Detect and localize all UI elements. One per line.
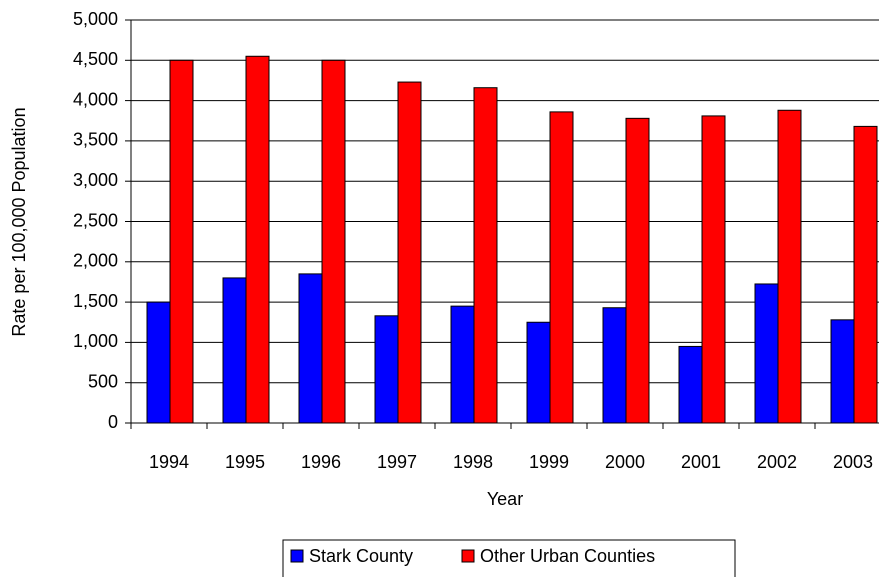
bar: [701, 115, 726, 424]
y-tick-label: 3,000: [73, 170, 118, 190]
bar: [754, 283, 779, 424]
bar: [146, 301, 171, 424]
bar: [450, 305, 475, 424]
legend-swatch: [461, 549, 475, 563]
bar: [777, 109, 802, 424]
bar: [169, 59, 194, 424]
x-tick-label: 1997: [377, 452, 417, 472]
y-tick-label: 3,500: [73, 130, 118, 150]
y-tick-label: 4,500: [73, 49, 118, 69]
x-tick-label: 1995: [225, 452, 265, 472]
y-axis-label: Rate per 100,000 Population: [9, 107, 29, 336]
bar: [526, 321, 551, 424]
bar: [625, 117, 650, 424]
x-tick-label: 1999: [529, 452, 569, 472]
y-tick-label: 1,500: [73, 291, 118, 311]
x-tick-label: 2002: [757, 452, 797, 472]
x-tick-label: 2003: [833, 452, 873, 472]
x-tick-label: 1998: [453, 452, 493, 472]
bar: [602, 307, 627, 424]
y-tick-label: 2,000: [73, 251, 118, 271]
bar: [678, 345, 703, 424]
bar: [549, 111, 574, 424]
y-tick-label: 500: [88, 371, 118, 391]
bar: [473, 87, 498, 424]
bar: [298, 273, 323, 424]
y-tick-label: 0: [108, 412, 118, 432]
legend-label: Stark County: [309, 546, 413, 566]
x-tick-label: 2000: [605, 452, 645, 472]
bar: [222, 277, 247, 424]
x-tick-label: 2001: [681, 452, 721, 472]
bar: [397, 81, 422, 424]
x-tick-label: 1994: [149, 452, 189, 472]
legend-box: [282, 539, 736, 577]
bar: [245, 55, 270, 424]
y-tick-label: 5,000: [73, 9, 118, 29]
bar: [853, 125, 878, 424]
legend-swatch: [290, 549, 304, 563]
bar: [830, 319, 855, 424]
y-tick-label: 4,000: [73, 89, 118, 109]
legend-label: Other Urban Counties: [480, 546, 655, 566]
y-tick-label: 1,000: [73, 331, 118, 351]
bar: [321, 59, 346, 424]
y-tick-label: 2,500: [73, 210, 118, 230]
x-tick-label: 1996: [301, 452, 341, 472]
bar: [374, 315, 399, 424]
x-axis-label: Year: [487, 489, 523, 509]
